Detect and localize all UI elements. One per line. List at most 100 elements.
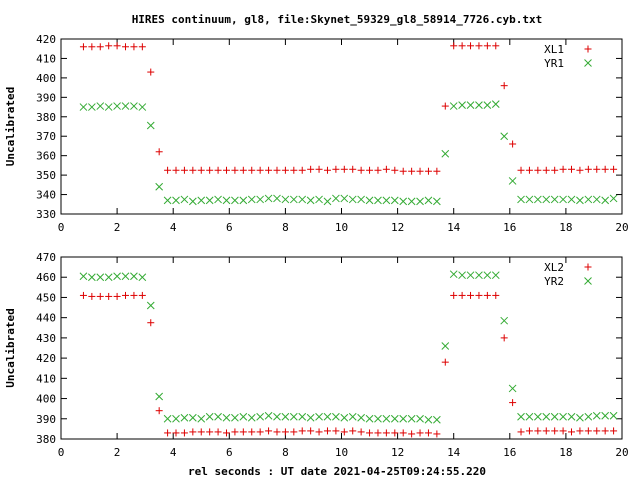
y-tick-label: 390 bbox=[36, 91, 56, 104]
data-point bbox=[332, 165, 340, 173]
data-point bbox=[365, 196, 374, 205]
data-point bbox=[407, 414, 416, 423]
data-point bbox=[138, 103, 147, 111]
data-point bbox=[315, 412, 323, 421]
data-point bbox=[348, 412, 357, 421]
data-point bbox=[424, 415, 433, 424]
data-point bbox=[424, 196, 433, 205]
data-point bbox=[525, 412, 534, 421]
data-point bbox=[197, 166, 205, 174]
data-point bbox=[508, 177, 517, 185]
data-point bbox=[105, 292, 113, 300]
y-tick-label: 390 bbox=[36, 413, 56, 426]
data-point bbox=[298, 195, 307, 204]
data-point bbox=[113, 102, 121, 110]
data-point bbox=[214, 412, 222, 421]
data-point bbox=[374, 429, 382, 437]
data-point bbox=[163, 196, 172, 205]
data-point bbox=[164, 166, 172, 174]
legend-label: YR2 bbox=[544, 275, 564, 288]
y-axis-label: Uncalibrated bbox=[4, 87, 17, 166]
x-tick-label: 8 bbox=[282, 221, 289, 234]
data-point bbox=[248, 428, 256, 436]
data-point bbox=[509, 399, 517, 407]
data-point bbox=[247, 413, 256, 422]
data-point bbox=[433, 430, 441, 438]
data-point bbox=[79, 272, 88, 281]
y-tick-label: 380 bbox=[36, 433, 56, 446]
data-point bbox=[122, 291, 130, 299]
data-point bbox=[357, 413, 365, 422]
y-tick-label: 420 bbox=[36, 33, 56, 46]
series-YR2 bbox=[79, 270, 618, 424]
data-point bbox=[340, 413, 349, 422]
y-tick-label: 420 bbox=[36, 352, 56, 365]
y-axis-label: Uncalibrated bbox=[4, 308, 17, 387]
data-point bbox=[584, 427, 592, 435]
data-point bbox=[551, 427, 559, 435]
data-point bbox=[239, 196, 248, 205]
data-point bbox=[568, 428, 576, 436]
legend-label: YR1 bbox=[544, 57, 564, 70]
y-tick-label: 400 bbox=[36, 393, 56, 406]
data-point bbox=[601, 427, 609, 435]
data-point bbox=[441, 102, 449, 110]
x-tick-label: 6 bbox=[226, 221, 233, 234]
data-point bbox=[281, 166, 289, 174]
data-point bbox=[155, 407, 163, 415]
plot-frame bbox=[60, 256, 623, 440]
data-point bbox=[290, 166, 298, 174]
x-tick-label: 16 bbox=[503, 446, 516, 459]
data-point bbox=[88, 43, 96, 51]
data-point bbox=[551, 166, 559, 174]
data-point bbox=[239, 428, 247, 436]
data-point bbox=[357, 195, 365, 204]
data-point bbox=[483, 42, 491, 50]
data-point bbox=[281, 428, 289, 436]
data-point bbox=[483, 291, 491, 299]
data-point bbox=[374, 196, 382, 205]
data-point bbox=[517, 412, 525, 421]
data-point bbox=[601, 411, 610, 420]
y-tick-label: 450 bbox=[36, 291, 56, 304]
data-point bbox=[433, 167, 441, 175]
data-point bbox=[517, 428, 525, 436]
data-point bbox=[416, 414, 424, 423]
data-point bbox=[323, 412, 332, 421]
data-point bbox=[466, 101, 475, 109]
data-point bbox=[214, 195, 222, 204]
data-point bbox=[584, 195, 593, 204]
data-point bbox=[88, 273, 96, 282]
x-tick-label: 6 bbox=[226, 446, 233, 459]
x-tick-label: 4 bbox=[170, 221, 177, 234]
data-point bbox=[458, 291, 466, 299]
data-point bbox=[517, 166, 525, 174]
data-point bbox=[500, 82, 508, 90]
data-point bbox=[172, 414, 180, 423]
data-point bbox=[424, 167, 432, 175]
data-point bbox=[382, 165, 390, 173]
data-point bbox=[298, 166, 306, 174]
data-point bbox=[492, 42, 500, 50]
data-point bbox=[265, 166, 273, 174]
data-point bbox=[340, 428, 348, 436]
data-point bbox=[534, 427, 542, 435]
data-point bbox=[96, 273, 105, 282]
data-point bbox=[155, 148, 163, 156]
data-point bbox=[542, 427, 550, 435]
data-point bbox=[121, 102, 130, 110]
data-point bbox=[130, 43, 138, 51]
data-point bbox=[239, 412, 248, 421]
x-tick-label: 14 bbox=[447, 446, 461, 459]
data-point bbox=[104, 103, 113, 111]
y-tick-label: 410 bbox=[36, 52, 56, 65]
data-point bbox=[475, 271, 483, 280]
data-point bbox=[206, 428, 214, 436]
x-tick-label: 8 bbox=[282, 446, 289, 459]
data-point bbox=[147, 319, 155, 327]
data-point bbox=[138, 43, 146, 51]
x-tick-label: 20 bbox=[615, 221, 628, 234]
data-point bbox=[382, 196, 391, 205]
data-point bbox=[247, 195, 256, 204]
data-point bbox=[273, 194, 281, 203]
